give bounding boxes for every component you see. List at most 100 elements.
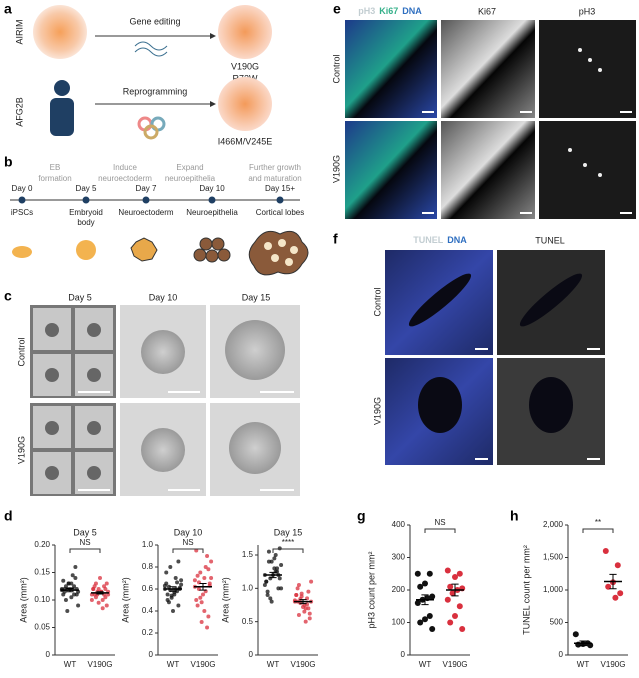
data-point: [294, 593, 299, 597]
data-point: [202, 609, 207, 613]
data-point: [265, 593, 270, 597]
data-point: [279, 563, 284, 567]
data-point: [306, 606, 311, 611]
panel-f: TUNEL DNA TUNEL Control V190G: [372, 235, 605, 465]
data-point: [103, 587, 108, 591]
y-tick-label: 0.5: [242, 617, 254, 626]
data-point: [175, 580, 180, 585]
x-tick-label: WT: [167, 660, 180, 669]
data-point: [299, 591, 304, 596]
panel-label: h: [510, 508, 519, 524]
x-tick-label: V190G: [291, 660, 316, 669]
data-point: [69, 595, 74, 600]
data-point: [447, 619, 454, 626]
y-tick-label: 0.4: [142, 606, 154, 615]
data-point: [295, 586, 300, 591]
row-label: V190G: [16, 436, 26, 464]
stage-text: and maturation: [248, 174, 301, 183]
data-point: [422, 616, 428, 623]
y-tick-label: 0.15: [34, 568, 50, 577]
data-point: [572, 631, 579, 638]
data-point: [164, 570, 169, 575]
data-point: [449, 590, 456, 597]
column-label: Day 5: [68, 292, 92, 302]
data-point: [198, 570, 203, 575]
data-point: [198, 595, 203, 600]
data-point: [93, 581, 98, 586]
chart-title: Day 15: [274, 527, 303, 537]
y-tick-label: 1,000: [543, 585, 564, 594]
significance-label: ****: [282, 538, 294, 547]
y-tick-label: 0.20: [34, 540, 50, 549]
data-point: [72, 592, 77, 597]
day-label: Day 10: [199, 184, 225, 193]
error-bar: [451, 583, 459, 597]
row-label: AIRIM: [14, 19, 24, 44]
data-point: [273, 553, 278, 557]
data-point: [426, 570, 433, 577]
data-point: [65, 609, 70, 613]
data-point: [277, 576, 282, 581]
data-point: [66, 581, 71, 586]
panel-label: f: [333, 231, 338, 247]
data-point: [168, 565, 173, 569]
data-point: [429, 626, 436, 632]
y-tick-label: 500: [550, 618, 564, 627]
timeline-dot: [82, 196, 90, 204]
timeline-dot: [208, 196, 216, 204]
data-point: [209, 559, 214, 564]
data-point: [414, 600, 421, 606]
data-point: [262, 583, 267, 587]
chart-title: Day 5: [73, 527, 97, 537]
data-point: [456, 603, 463, 610]
data-point: [179, 578, 184, 583]
panel-label: g: [357, 508, 366, 524]
y-tick-label: 0.6: [142, 584, 154, 593]
data-point: [209, 576, 214, 580]
data-point: [426, 613, 433, 619]
data-point: [205, 625, 210, 630]
day-label: Day 0: [12, 184, 33, 193]
microscopy-images: [385, 250, 605, 465]
stage-label: Cortical lobes: [256, 208, 304, 217]
y-axis-label: TUNEL count per mm²: [521, 545, 531, 635]
panel-label: a: [4, 1, 12, 17]
data-point: [279, 586, 284, 591]
x-tick-label: V190G: [88, 660, 113, 669]
data-point: [422, 580, 428, 587]
data-point: [614, 562, 621, 569]
outcome: I466M/V245E: [218, 136, 273, 146]
data-point: [602, 548, 609, 554]
row-label: V190G: [331, 155, 341, 183]
row-label: V190G: [372, 397, 382, 425]
data-point: [63, 584, 68, 589]
y-tick-label: 0.05: [34, 623, 50, 632]
error-bar: [66, 587, 74, 593]
data-point: [179, 582, 184, 587]
error-bar: [199, 583, 207, 591]
y-tick-label: 0.2: [142, 628, 154, 637]
data-point: [89, 598, 94, 602]
y-axis-label: Area (mm²): [18, 577, 28, 623]
channel-header: TUNEL DNA: [413, 235, 467, 245]
data-point: [61, 578, 66, 583]
y-tick-label: 0: [249, 650, 254, 659]
channel-header: pH3 Ki67 DNA: [358, 6, 422, 16]
data-point: [199, 620, 204, 624]
organoid: [218, 77, 272, 131]
significance-bracket: [69, 548, 101, 553]
stage-label: Neuroectoderm: [118, 208, 173, 217]
data-point: [96, 600, 101, 605]
panel-e: pH3 Ki67 DNA Ki67 pH3 Control V190G: [331, 6, 636, 219]
data-point: [296, 583, 301, 587]
data-point: [301, 605, 305, 609]
data-point: [98, 576, 102, 580]
data-point: [100, 606, 105, 611]
data-point: [206, 614, 211, 619]
data-point: [166, 584, 171, 589]
day-label: Day 5: [76, 184, 97, 193]
stage-text: Further growth: [249, 163, 301, 172]
row-label: AFG2B: [14, 97, 24, 127]
chart-title: Day 10: [174, 527, 203, 537]
